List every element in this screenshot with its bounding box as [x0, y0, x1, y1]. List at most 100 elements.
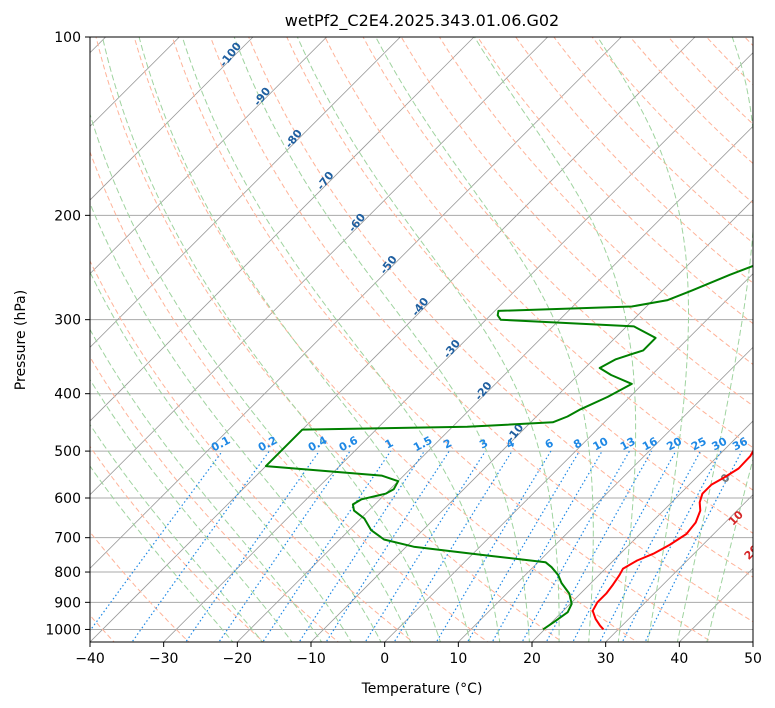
y-tick-label: 400	[54, 387, 81, 403]
mixing-ratio-line	[599, 450, 702, 642]
isotherm-grid	[90, 37, 753, 642]
x-tick-label: 20	[523, 651, 541, 667]
dry-adiabat-label: -90	[251, 85, 274, 109]
moist-adiabat-line	[90, 378, 293, 642]
dry-adiabat-label: -20	[472, 379, 495, 403]
mixing-ratio-line	[298, 450, 425, 642]
moist-adiabat-line	[706, 457, 753, 642]
mixing-ratio-label: 10	[591, 435, 611, 454]
isotherm-line	[90, 37, 622, 569]
moist-adiabat-line	[233, 37, 530, 642]
isotherm-line	[163, 52, 753, 642]
isotherm-line	[90, 37, 401, 348]
isotherm-line	[531, 420, 753, 642]
temperature-line	[591, 449, 753, 631]
moist-adiabat-line	[101, 37, 441, 642]
dry-adiabat-line	[515, 37, 753, 284]
mixing-ratio-line	[572, 450, 677, 642]
dry-adiabat-line	[362, 37, 753, 449]
dry-adiabat-line	[286, 37, 753, 534]
moist-adiabat-line	[90, 271, 352, 642]
mixing-ratio-label: 2	[441, 436, 454, 451]
y-tick-label: 500	[54, 444, 81, 460]
isobar-grid	[90, 37, 753, 630]
chart-title: wetPf2_C2E4.2025.343.01.06.G02	[285, 11, 559, 31]
mixing-ratio-line	[218, 450, 351, 642]
dry-adiabat-label: -30	[441, 337, 464, 361]
moist-adiabat-line	[90, 202, 382, 642]
plot-area: -100-90-80-70-60-50-40-30-20-10010203040…	[90, 24, 775, 645]
dry-adiabat-label: -60	[346, 211, 369, 235]
y-tick-label: 900	[54, 595, 81, 611]
mixing-ratio-line	[466, 450, 580, 642]
x-tick-label: 0	[380, 651, 389, 667]
dry-adiabat-line	[438, 37, 753, 366]
dry-adiabat-line	[248, 37, 753, 578]
dry-adiabat-line	[667, 37, 753, 125]
dry-adiabat-label: -70	[314, 169, 337, 193]
moist-adiabat-line	[90, 112, 412, 642]
dry-adiabat-line	[90, 150, 489, 642]
mixing-ratio-line	[621, 450, 722, 642]
isotherm-line	[90, 37, 548, 496]
profile-series	[264, 264, 753, 631]
isotherm-line	[237, 125, 753, 642]
isotherm-line	[90, 37, 327, 275]
y-tick-label: 300	[54, 313, 81, 329]
y-axis: 100 200 300 400 500 600 700 800 900 1000	[45, 30, 90, 638]
mixing-ratio-line	[262, 450, 392, 642]
dry-adiabat-label: -40	[409, 295, 432, 319]
x-tick-label: −20	[223, 651, 253, 667]
dry-adiabat-line	[133, 37, 638, 642]
x-tick-label: 40	[670, 651, 688, 667]
isotherm-line	[752, 641, 753, 642]
mixing-ratio-line	[185, 450, 320, 642]
y-tick-label: 1000	[45, 622, 81, 638]
dry-adiabat-label: 30	[762, 573, 775, 593]
mixing-ratio-label: 13	[618, 435, 638, 454]
isotherm-line	[90, 37, 254, 201]
dry-adiabat-line	[90, 259, 414, 642]
mixing-ratio-line	[90, 450, 223, 632]
dry-adiabat-line	[770, 24, 775, 645]
x-axis: −40 −30 −20 −10 0 10 20 30 40 50	[75, 642, 762, 667]
mixing-ratio-label: 20	[664, 435, 684, 454]
mixing-ratio-label: 6	[543, 436, 556, 451]
moist-adiabat-line	[296, 37, 560, 642]
isotherm-line	[310, 199, 753, 642]
mixing-ratio-line	[364, 450, 486, 642]
isotherm-line	[90, 37, 475, 422]
isotherm-line	[605, 494, 753, 642]
moist-adiabat-line	[181, 37, 501, 642]
moist-adiabat-line	[90, 423, 264, 642]
x-axis-label: Temperature (°C)	[361, 681, 483, 697]
mixing-ratio-label: 36	[730, 435, 750, 454]
moist-adiabat-line	[676, 37, 753, 642]
moist-adiabat-line	[375, 37, 594, 642]
isotherm-line	[384, 273, 753, 642]
dry-adiabat-label: 10	[726, 508, 746, 528]
dewpoint-line	[264, 264, 753, 631]
mixing-ratio-label: 30	[710, 435, 730, 454]
mixing-ratio-label: 16	[640, 435, 660, 454]
mixing-ratio-label: 25	[689, 435, 709, 454]
dry-adiabat-line	[90, 356, 340, 642]
moist-adiabat-line	[597, 37, 689, 642]
dry-adiabat-label: -50	[377, 253, 400, 277]
dry-adiabat-line	[744, 37, 753, 47]
moist-adiabats	[90, 37, 753, 642]
dry-adiabat-label: -100	[217, 40, 244, 70]
moist-adiabat-line	[90, 465, 234, 642]
mixing-ratio-lines	[90, 450, 743, 642]
y-axis-label: Pressure (hPa)	[13, 290, 29, 390]
dry-adiabat-line	[171, 37, 713, 642]
y-tick-label: 100	[54, 30, 81, 46]
mixing-ratio-label: 3	[477, 436, 490, 451]
dry-adiabat-label: 20	[742, 542, 762, 562]
y-tick-label: 600	[54, 491, 81, 507]
y-tick-label: 700	[54, 531, 81, 547]
dry-adiabat-line	[95, 37, 564, 642]
dry-adiabat-label: -80	[282, 127, 305, 151]
